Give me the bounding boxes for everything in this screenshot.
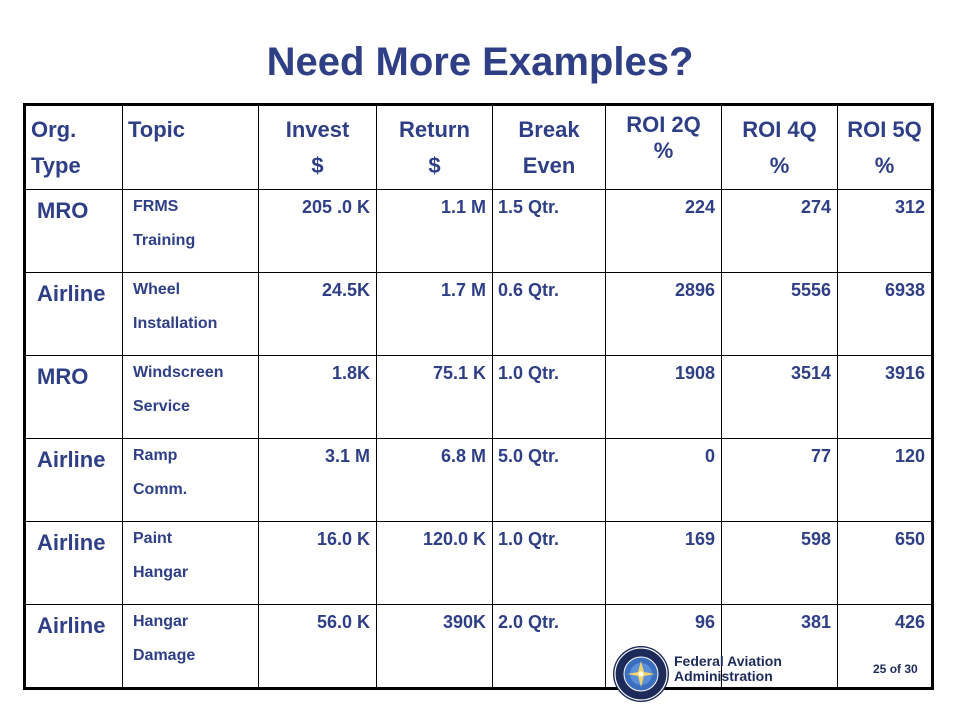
header-org-type: Org. Type	[24, 104, 123, 190]
table-header-row: Org. Type Topic Invest $ Return $ Break …	[24, 104, 933, 190]
header-roi5q-line1: ROI 5Q	[847, 117, 922, 142]
topic-line: FRMS	[133, 198, 179, 215]
cell-roi-5q: 650	[837, 521, 933, 605]
header-roi4q-line2: %	[769, 153, 790, 178]
cell-roi-4q: 381	[721, 604, 838, 689]
table-row: Airline Wheel Installation 24.5K 1.7 M 0.…	[24, 272, 933, 356]
cell-org: MRO	[24, 189, 123, 273]
cell-roi-4q: 598	[721, 521, 838, 605]
table-row: MRO Windscreen Service 1.8K 75.1 K 1.0 Qt…	[24, 355, 933, 439]
cell-topic: Wheel Installation	[122, 272, 259, 356]
header-roi-4q: ROI 4Q %	[721, 104, 838, 190]
header-invest-line2: $	[311, 153, 324, 178]
header-org-line1: Org.	[31, 117, 77, 142]
agency-line2: Administration	[674, 668, 773, 684]
cell-topic: Paint Hangar	[122, 521, 259, 605]
header-return-line2: $	[428, 153, 441, 178]
cell-break-even: 5.0 Qtr.	[492, 438, 606, 522]
cell-roi-5q: 6938	[837, 272, 933, 356]
cell-return: 390K	[376, 604, 493, 689]
header-return-line1: Return	[399, 117, 470, 142]
header-break-even: Break Even	[492, 104, 606, 190]
cell-break-even: 1.5 Qtr.	[492, 189, 606, 273]
cell-roi-2q: 0	[605, 438, 722, 522]
header-org-line2: Type	[31, 153, 81, 178]
header-roi5q-line2: %	[874, 153, 895, 178]
cell-roi-4q: 77	[721, 438, 838, 522]
page-total: 30	[904, 662, 918, 676]
header-topic-label: Topic	[128, 117, 186, 142]
cell-return: 6.8 M	[376, 438, 493, 522]
topic-line: Paint	[133, 530, 173, 547]
topic-line: Windscreen	[133, 364, 224, 381]
cell-roi-5q: 120	[837, 438, 933, 522]
cell-roi-5q: 312	[837, 189, 933, 273]
cell-org: Airline	[24, 272, 123, 356]
table-row: Airline Paint Hangar 16.0 K 120.0 K 1.0 Q…	[24, 521, 933, 605]
agency-line1: Federal Aviation	[674, 653, 782, 669]
header-invest: Invest $	[258, 104, 377, 190]
cell-break-even: 1.0 Qtr.	[492, 521, 606, 605]
cell-topic: Windscreen Service	[122, 355, 259, 439]
page-current: 25	[873, 662, 887, 676]
cell-invest: 56.0 K	[258, 604, 377, 689]
header-break-line2: Even	[522, 153, 576, 178]
topic-line: Service	[133, 398, 190, 415]
topic-line: Ramp	[133, 447, 178, 464]
cell-return: 75.1 K	[376, 355, 493, 439]
table-row: MRO FRMS Training 205 .0 K 1.1 M 1.5 Qtr.…	[24, 189, 933, 273]
cell-topic: FRMS Training	[122, 189, 259, 273]
cell-roi-2q: 1908	[605, 355, 722, 439]
topic-line: Comm.	[133, 481, 188, 498]
table-row: Airline Ramp Comm. 3.1 M 6.8 M 5.0 Qtr. 0…	[24, 438, 933, 522]
cell-org: MRO	[24, 355, 123, 439]
cell-invest: 16.0 K	[258, 521, 377, 605]
cell-roi-2q: 2896	[605, 272, 722, 356]
roi-table: Org. Type Topic Invest $ Return $ Break …	[23, 103, 934, 690]
topic-line: Installation	[133, 315, 218, 332]
page-of: of	[889, 662, 902, 676]
cell-invest: 1.8K	[258, 355, 377, 439]
cell-topic: Hangar Damage	[122, 604, 259, 689]
cell-org: Airline	[24, 604, 123, 689]
header-break-line1: Break	[518, 117, 580, 142]
cell-invest: 24.5K	[258, 272, 377, 356]
header-roi-2q: ROI 2Q %	[605, 104, 722, 190]
header-invest-line1: Invest	[285, 117, 350, 142]
cell-roi-4q: 5556	[721, 272, 838, 356]
cell-roi-4q: 3514	[721, 355, 838, 439]
cell-org: Airline	[24, 438, 123, 522]
header-roi2q-line2: %	[653, 138, 674, 163]
cell-return: 120.0 K	[376, 521, 493, 605]
cell-invest: 3.1 M	[258, 438, 377, 522]
topic-line: Hangar	[133, 613, 189, 630]
page-number: 25 of 30	[873, 662, 918, 676]
agency-name: Federal Aviation Administration	[674, 654, 782, 684]
cell-roi-2q: 224	[605, 189, 722, 273]
topic-line: Damage	[133, 647, 196, 664]
header-return: Return $	[376, 104, 493, 190]
cell-roi-2q: 169	[605, 521, 722, 605]
cell-invest: 205 .0 K	[258, 189, 377, 273]
topic-line: Hangar	[133, 564, 189, 581]
table-row: Airline Hangar Damage 56.0 K 390K 2.0 Qtr…	[24, 604, 933, 689]
cell-org: Airline	[24, 521, 123, 605]
cell-roi-5q: 3916	[837, 355, 933, 439]
cell-return: 1.7 M	[376, 272, 493, 356]
cell-break-even: 2.0 Qtr.	[492, 604, 606, 689]
slide-title: Need More Examples?	[266, 40, 694, 84]
header-topic: Topic	[122, 104, 259, 190]
cell-topic: Ramp Comm.	[122, 438, 259, 522]
header-roi2q-line1: ROI 2Q	[626, 112, 701, 137]
cell-roi-4q: 274	[721, 189, 838, 273]
header-roi-5q: ROI 5Q %	[837, 104, 933, 190]
topic-line: Training	[133, 232, 196, 249]
topic-line: Wheel	[133, 281, 181, 298]
cell-return: 1.1 M	[376, 189, 493, 273]
cell-break-even: 1.0 Qtr.	[492, 355, 606, 439]
faa-seal-logo	[612, 645, 670, 703]
cell-break-even: 0.6 Qtr.	[492, 272, 606, 356]
cell-roi-5q: 426	[837, 604, 933, 689]
header-roi4q-line1: ROI 4Q	[742, 117, 817, 142]
